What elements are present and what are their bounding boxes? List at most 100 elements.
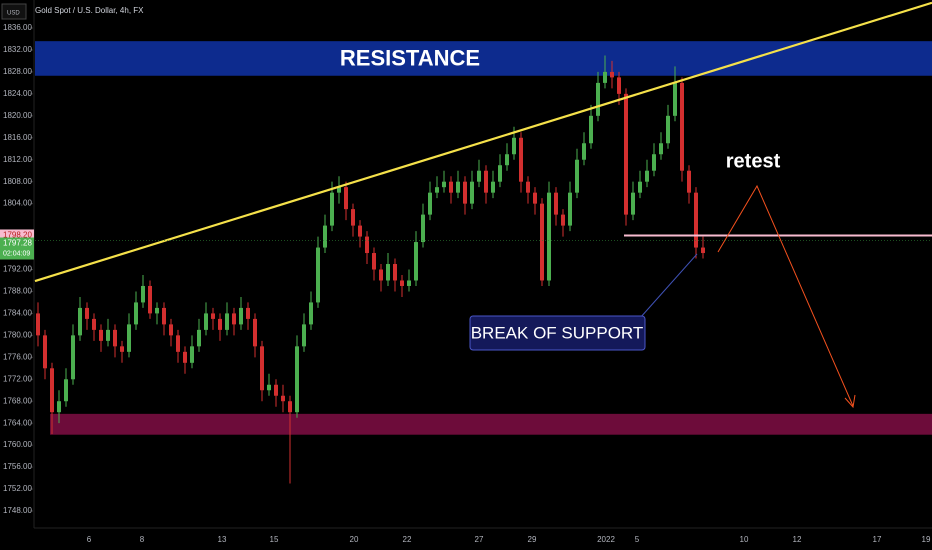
candle-body — [232, 313, 236, 325]
candle-body — [337, 187, 341, 193]
y-tick-label: 1824.00 — [3, 89, 32, 98]
x-tick-label: 2022 — [597, 535, 615, 544]
last-price-box — [0, 237, 34, 260]
candle-body — [470, 181, 474, 204]
x-tick-label: 15 — [270, 535, 279, 544]
resistance-zone — [35, 41, 932, 76]
candle-body — [526, 181, 530, 193]
candle-body — [379, 269, 383, 281]
candle-body — [267, 384, 271, 391]
candle-body — [50, 368, 54, 413]
candle-body — [372, 253, 376, 270]
candle-body — [631, 192, 635, 215]
candle-body — [666, 115, 670, 144]
candle-body — [295, 346, 299, 413]
candle-body — [442, 181, 446, 188]
candle-body — [547, 192, 551, 281]
x-tick-label: 6 — [87, 535, 92, 544]
x-tick-label: 22 — [403, 535, 412, 544]
candle-body — [239, 307, 243, 325]
candle-body — [568, 192, 572, 226]
x-tick-label: 29 — [528, 535, 537, 544]
candle-body — [260, 346, 264, 391]
candle-body — [407, 280, 411, 286]
x-tick-label: 20 — [350, 535, 359, 544]
x-tick-label: 19 — [922, 535, 931, 544]
candle-body — [169, 324, 173, 336]
candle-body — [288, 401, 292, 413]
x-tick-label: 13 — [218, 535, 227, 544]
candle-body — [253, 318, 257, 347]
candle-body — [652, 154, 656, 171]
candle-body — [610, 71, 614, 78]
y-tick-label: 1792.00 — [3, 265, 32, 274]
candle-body — [554, 192, 558, 215]
candle-body — [358, 225, 362, 237]
candle-body — [148, 285, 152, 314]
y-tick-label: 1784.00 — [3, 309, 32, 318]
candle-body — [162, 307, 166, 325]
retest-label: retest — [726, 150, 781, 172]
candle-body — [673, 82, 677, 116]
candle-body — [680, 82, 684, 171]
resistance-label: RESISTANCE — [340, 45, 480, 70]
candle-body — [106, 329, 110, 341]
candle-body — [582, 143, 586, 160]
last-price: 1797.28 — [3, 239, 32, 248]
callout-line — [639, 253, 698, 319]
candle-body — [435, 187, 439, 193]
candle-body — [120, 346, 124, 352]
candle-body — [414, 242, 418, 281]
candle-body — [99, 329, 103, 341]
x-tick-label: 8 — [140, 535, 145, 544]
candle-body — [505, 154, 509, 166]
support-zone — [50, 413, 932, 435]
y-tick-label: 1836.00 — [3, 23, 32, 32]
y-tick-label: 1764.00 — [3, 418, 32, 427]
candle-body — [274, 384, 278, 396]
candle-body — [344, 187, 348, 210]
y-tick-label: 1832.00 — [3, 45, 32, 54]
candle-body — [57, 401, 61, 413]
y-tick-label: 1812.00 — [3, 155, 32, 164]
y-tick-label: 1760.00 — [3, 440, 32, 449]
y-tick-label: 1780.00 — [3, 330, 32, 339]
candle-body — [561, 214, 565, 226]
candle-body — [78, 307, 82, 336]
candle-body — [519, 137, 523, 182]
y-tick-label: 1820.00 — [3, 111, 32, 120]
x-tick-label: 12 — [793, 535, 802, 544]
candle-body — [596, 82, 600, 116]
candle-body — [71, 335, 75, 380]
candle-body — [484, 170, 488, 193]
candle-body — [589, 115, 593, 144]
y-tick-label: 1808.00 — [3, 177, 32, 186]
candle-body — [218, 318, 222, 330]
x-tick-label: 27 — [475, 535, 484, 544]
candle-body — [617, 77, 621, 94]
candle-body — [624, 93, 628, 215]
y-tick-label: 1788.00 — [3, 287, 32, 296]
candle-body — [204, 313, 208, 330]
candle-body — [113, 329, 117, 347]
candle-body — [134, 302, 138, 325]
candle-body — [687, 170, 691, 193]
countdown: 02:04:09 — [3, 250, 30, 257]
candle-body — [694, 192, 698, 248]
trendline — [34, 1, 932, 283]
candle-body — [316, 247, 320, 303]
candle-body — [330, 192, 334, 226]
y-tick-label: 1776.00 — [3, 352, 32, 361]
candle-body — [456, 181, 460, 193]
candle-body — [477, 170, 481, 182]
candle-body — [638, 181, 642, 193]
candle-body — [645, 170, 649, 182]
candle-body — [386, 264, 390, 281]
candle-body — [211, 313, 215, 319]
candle-body — [141, 285, 145, 303]
candle-body — [449, 181, 453, 193]
price-label: 1798.20 — [3, 231, 32, 240]
